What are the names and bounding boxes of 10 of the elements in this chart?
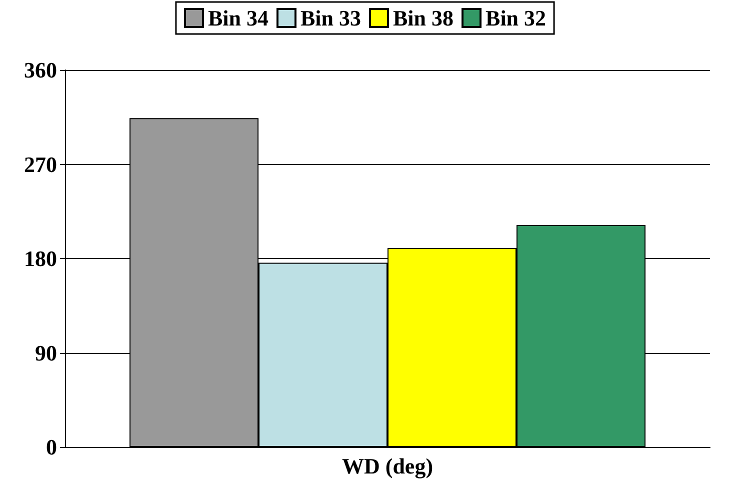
y-tick-label: 90 [35,340,57,366]
legend-label: Bin 38 [393,6,454,30]
y-tick-label: 0 [46,434,57,460]
y-tick-label: 270 [24,152,57,177]
legend-label: Bin 32 [486,6,546,30]
legend-label: Bin 33 [300,6,362,30]
legend-label: Bin 34 [208,6,268,30]
y-tick-label: 180 [24,246,57,271]
x-tick-label: WD (deg) [342,454,434,478]
y-tick-label: 360 [24,58,57,82]
